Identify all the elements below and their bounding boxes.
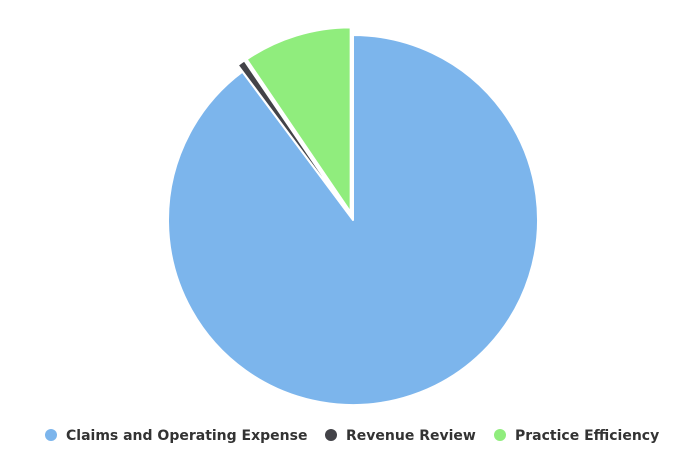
legend-item-practice-efficiency[interactable]: Practice Efficiency	[494, 428, 659, 444]
legend-marker	[45, 429, 57, 441]
pie-slice-practice-efficiency[interactable]	[245, 26, 352, 214]
legend-item-claims-and-operating-expense[interactable]: Claims and Operating Expense	[45, 428, 307, 444]
pie-slice-claims-and-operating-expense[interactable]	[167, 34, 539, 406]
pie-slice-revenue-review[interactable]	[236, 59, 350, 215]
legend-marker	[325, 429, 337, 441]
legend: Claims and Operating Expense Revenue Revi…	[45, 428, 659, 444]
legend-label: Claims and Operating Expense	[66, 428, 307, 444]
legend-item-revenue-review[interactable]: Revenue Review	[325, 428, 476, 444]
legend-label: Practice Efficiency	[515, 428, 659, 444]
legend-label: Revenue Review	[346, 428, 476, 444]
pie-slices	[167, 26, 539, 406]
legend-marker	[494, 429, 506, 441]
